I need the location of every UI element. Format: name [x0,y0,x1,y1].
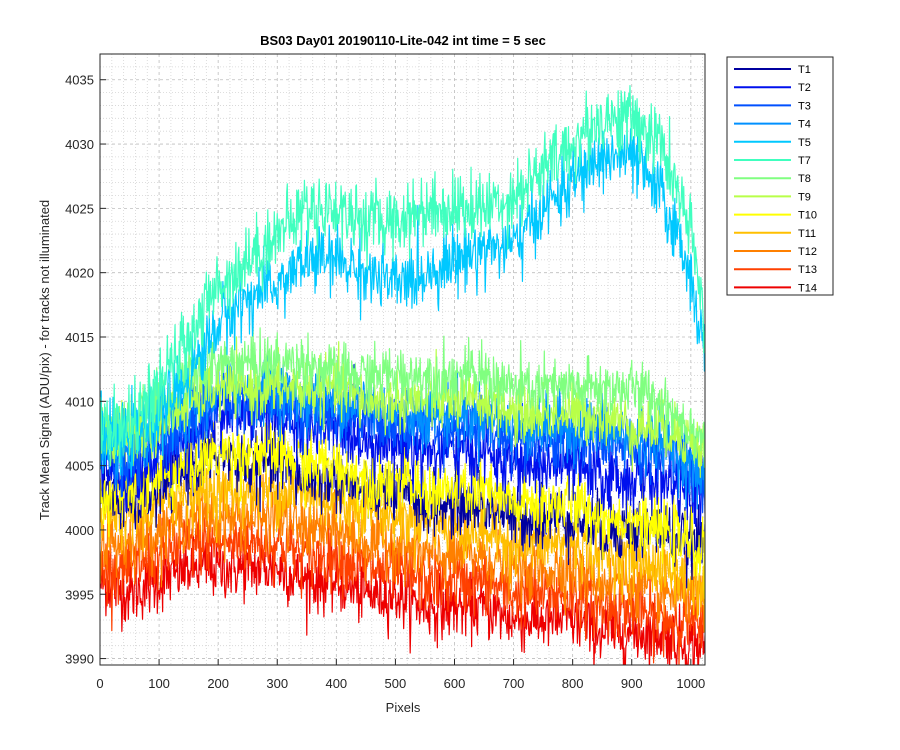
y-tick-label: 4020 [65,266,94,281]
legend-entries: T1 T2 T3 T4 T5 T7 T8 T9 T10 T11 T12 T13 T14 [734,64,817,294]
legend-box [726,56,834,296]
x-axis-ticks: 0 100 200 300 400 500 600 700 800 900 1000 [96,659,705,691]
y-tick-label: 4030 [65,137,94,152]
legend-label-t11: T11 [798,228,816,240]
series-line-t7 [100,84,705,468]
plot-area: 0 100 200 300 400 500 600 700 800 900 1000 3990399… [65,53,706,691]
x-tick-label: 800 [562,676,584,691]
x-tick-label: 900 [621,676,643,691]
series-line-t2 [100,363,705,527]
x-tick-label: 200 [207,676,229,691]
x-tick-label: 400 [325,676,347,691]
series-line-t11 [100,456,705,633]
legend-label-t8: T8 [798,173,811,185]
legend-label-t14: T14 [798,282,817,294]
y-tick-label: 4010 [65,394,94,409]
series-lines [100,84,705,665]
x-tick-label: 700 [503,676,525,691]
legend-label-t4: T4 [798,119,811,131]
x-tick-label: 600 [444,676,466,691]
y-tick-label: 4000 [65,523,94,538]
series-line-t13 [100,509,705,665]
x-tick-label: 300 [266,676,288,691]
legend-label-t2: T2 [798,82,811,94]
legend-label-t3: T3 [798,100,811,112]
y-tick-label: 3990 [65,652,94,667]
x-tick-label: 500 [385,676,407,691]
y-tick-label: 3995 [65,587,94,602]
y-tick-label: 4035 [65,73,94,88]
y-tick-label: 4015 [65,330,94,345]
legend-label-t9: T9 [798,191,811,203]
y-tick-label: 4025 [65,201,94,216]
legend-label-t10: T10 [798,210,817,222]
x-tick-label: 1000 [676,676,705,691]
series-line-t10 [100,417,705,599]
plot-frame [99,53,706,666]
y-axis-ticks: 3990 3995 4000 4005 4010 4015 4020 4025 4030 4035 [65,73,106,667]
legend-label-t12: T12 [798,246,817,258]
x-tick-label: 100 [148,676,170,691]
chart-title: BS03 Day01 20190110-Lite-042 int time = … [260,33,546,48]
y-tick-label: 4005 [65,459,94,474]
legend-label-t5: T5 [798,137,811,149]
x-axis-label: Pixels [386,700,421,715]
legend-label-t7: T7 [798,155,811,167]
y-axis-label: Track Mean Signal (ADU/pix) - for tracks… [37,200,52,520]
legend-label-t13: T13 [798,264,817,276]
x-tick-label: 0 [96,676,103,691]
legend: T1 T2 T3 T4 T5 T7 T8 T9 T10 T11 T12 T13 T14 [726,56,834,296]
legend-label-t1: T1 [798,64,811,76]
